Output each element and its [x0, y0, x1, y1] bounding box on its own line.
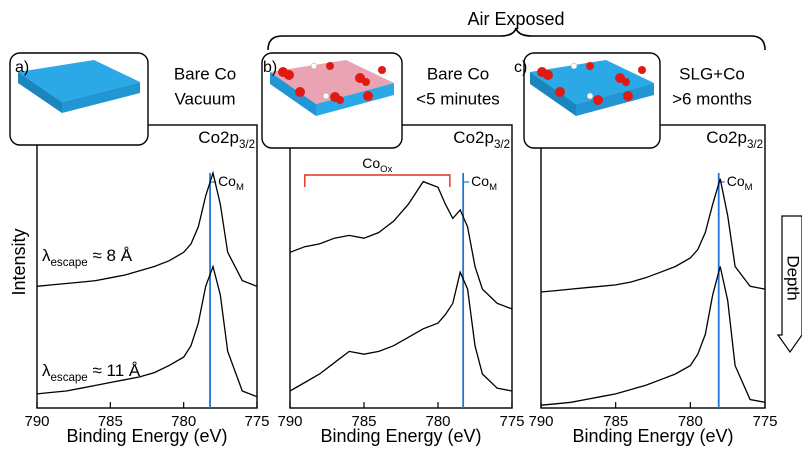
panel-title: <5 minutes — [416, 89, 500, 108]
reference-label-sub: M — [489, 182, 497, 193]
reference-label: CoM — [727, 173, 753, 193]
insets — [9, 52, 661, 149]
x-tick-label: 780 — [678, 413, 703, 430]
x-axis-label: Binding Energy (eV) — [572, 426, 733, 446]
plot-frame — [289, 124, 513, 409]
x-axis-label: Binding Energy (eV) — [66, 426, 227, 446]
reference-label-main: Co — [471, 173, 489, 189]
reference-label-main: Co — [727, 173, 745, 189]
panel-label: c) — [514, 59, 527, 76]
x-tick-label: 790 — [24, 413, 49, 430]
panel-title: Vacuum — [174, 89, 235, 108]
reference-label: CoM — [471, 173, 497, 193]
spectrum — [540, 266, 766, 406]
peak-label-main: Co2p — [198, 128, 239, 147]
x-tick-label: 790 — [277, 413, 302, 430]
series-label-sub: escape — [51, 257, 88, 269]
inset-a — [9, 52, 149, 146]
x-tick-label: 785 — [603, 413, 628, 430]
spectrum — [36, 170, 258, 287]
bracket-label-main: Co — [362, 155, 380, 171]
spectrum — [36, 264, 258, 398]
series-label-post: ≈ 8 Å — [88, 246, 133, 265]
peak-label-sub: 3/2 — [494, 139, 510, 151]
depth-label: Depth — [784, 255, 802, 300]
reference-label: CoM — [218, 173, 244, 193]
reference-label-sub: M — [745, 182, 753, 193]
bracket-label: CoOx — [362, 155, 392, 175]
bracket — [304, 174, 451, 187]
spectrum — [289, 180, 513, 310]
series-label-pre: λ — [42, 361, 51, 380]
spectrum — [540, 178, 766, 293]
peak-label-sub: 3/2 — [747, 139, 763, 151]
x-tick-label: 785 — [98, 413, 123, 430]
peak-label-main: Co2p — [453, 128, 494, 147]
peak-label: Co2p3/2 — [453, 128, 510, 151]
x-tick-label: 790 — [528, 413, 553, 430]
bracket-label-sub: Ox — [380, 164, 392, 175]
peak-label-main: Co2p — [706, 128, 747, 147]
peak-label: Co2p3/2 — [706, 128, 763, 151]
panel-title: >6 months — [672, 89, 752, 108]
panel-title: Bare Co — [174, 64, 236, 83]
series-label-pre: λ — [42, 246, 51, 265]
x-tick-label: 785 — [351, 413, 376, 430]
peak-label: Co2p3/2 — [198, 128, 255, 151]
x-tick-label: 780 — [425, 413, 450, 430]
panel-label: a) — [15, 59, 29, 76]
x-axis-label: Binding Energy (eV) — [320, 426, 481, 446]
plot-frame — [540, 124, 766, 409]
x-tick-label: 775 — [499, 413, 524, 430]
x-tick-label: 780 — [171, 413, 196, 430]
series-label: λescape ≈ 11 Å — [42, 361, 141, 384]
reference-label-main: Co — [218, 173, 236, 189]
spectrum — [289, 270, 513, 392]
inset-b — [261, 52, 403, 149]
series-label: λescape ≈ 8 Å — [42, 246, 133, 269]
peak-label-sub: 3/2 — [239, 139, 255, 151]
panel-title: Bare Co — [427, 64, 489, 83]
air-exposed-brace — [267, 27, 766, 51]
inset-c — [523, 52, 661, 149]
depth-arrow: Depth — [776, 215, 802, 354]
y-axis-label: Intensity — [9, 228, 29, 295]
reference-label-sub: M — [236, 182, 244, 193]
panel-title: SLG+Co — [679, 64, 745, 83]
series-label-sub: escape — [51, 372, 88, 384]
series-label-post: ≈ 11 Å — [88, 361, 141, 380]
x-tick-label: 775 — [244, 413, 269, 430]
panel-label: b) — [263, 59, 277, 76]
air-exposed-title: Air Exposed — [467, 9, 564, 29]
x-tick-label: 775 — [752, 413, 777, 430]
